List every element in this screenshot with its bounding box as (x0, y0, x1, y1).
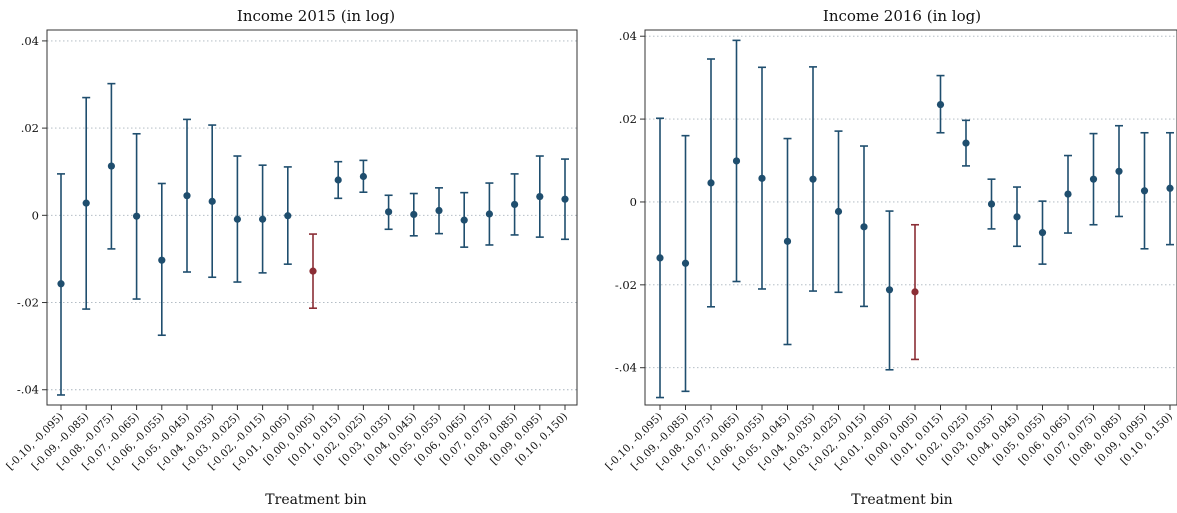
point-estimate (783, 237, 792, 245)
point-estimate (284, 212, 292, 220)
point-estimate (1064, 190, 1072, 198)
y-tick-label: 0 (630, 195, 637, 209)
point-estimate (707, 179, 715, 187)
y-tick-label: .02 (619, 112, 637, 126)
point-estimate (208, 197, 216, 205)
point-estimate (133, 212, 141, 220)
plot-frame (644, 29, 1177, 406)
point-estimate (259, 215, 267, 223)
panel-title: Income 2016 (in log) (823, 7, 981, 25)
panel-title: Income 2015 (in log) (237, 7, 395, 25)
point-estimate (385, 208, 393, 216)
point-estimate (834, 207, 843, 216)
point-estimate (107, 162, 115, 170)
point-estimates (656, 100, 1174, 296)
point-estimate (57, 280, 65, 288)
point-estimate (911, 288, 919, 296)
y-axis-ticks: -.04 -.02 0 .02 .04 (615, 29, 645, 375)
point-estimate (1038, 229, 1047, 237)
point-estimates (57, 162, 569, 288)
y-tick-label: -.04 (615, 361, 637, 375)
point-estimate (334, 176, 342, 184)
y-tick-label: .04 (21, 34, 39, 48)
point-estimate (962, 139, 970, 147)
confidence-intervals (57, 82, 569, 396)
x-axis-title: Treatment bin (851, 492, 952, 508)
point-estimate (656, 254, 664, 262)
point-estimate (1140, 187, 1149, 195)
y-gridlines (645, 35, 1177, 369)
y-tick-label: 0 (32, 208, 39, 222)
point-estimate (681, 259, 690, 267)
point-estimate (809, 175, 817, 183)
y-tick-label: -.02 (17, 296, 39, 310)
y-tick-label: -.04 (17, 383, 39, 397)
x-axis-ticks: [-0.10, -0.095)[-0.09, -0.085)[-0.08, -0… (4, 405, 570, 472)
x-axis-title: Treatment bin (265, 492, 366, 508)
point-estimate (82, 199, 90, 207)
point-estimate (732, 157, 741, 165)
point-estimate (758, 174, 766, 182)
point-estimate (460, 216, 468, 224)
point-estimate (1013, 213, 1021, 221)
panel-income-2016: Income 2016 (in log) -.04 -.02 0 .02 .04 [-0… (603, 7, 1177, 508)
point-estimate (1089, 175, 1098, 183)
point-estimate (1166, 184, 1174, 192)
y-axis-ticks: -.04 -.02 0 .02 .04 (17, 34, 47, 397)
point-estimate (309, 267, 317, 275)
point-estimate (510, 200, 519, 209)
x-axis-ticks: [-0.10, -0.095)[-0.09, -0.085)[-0.08, -0… (603, 405, 1175, 472)
y-gridlines (47, 40, 577, 391)
point-estimate (987, 200, 996, 208)
point-estimate (561, 195, 569, 203)
point-estimate (359, 172, 367, 181)
confidence-intervals (656, 39, 1174, 399)
point-estimate (233, 215, 241, 223)
point-estimate (435, 206, 443, 215)
point-estimate (158, 256, 166, 264)
y-tick-label: -.02 (615, 278, 637, 292)
point-estimate (536, 192, 544, 201)
point-estimate (485, 210, 493, 218)
point-estimate (885, 286, 894, 294)
point-estimate (410, 210, 418, 219)
y-tick-label: .04 (619, 29, 637, 43)
panel-income-2015: Income 2015 (in log) -.04 -.02 0 .02 .04 [-0… (4, 7, 578, 508)
point-estimate (183, 192, 191, 200)
plot-frame (46, 29, 578, 406)
point-estimate (936, 100, 945, 109)
y-tick-label: .02 (21, 121, 39, 135)
point-estimate (860, 223, 868, 231)
point-estimate (1115, 167, 1123, 175)
